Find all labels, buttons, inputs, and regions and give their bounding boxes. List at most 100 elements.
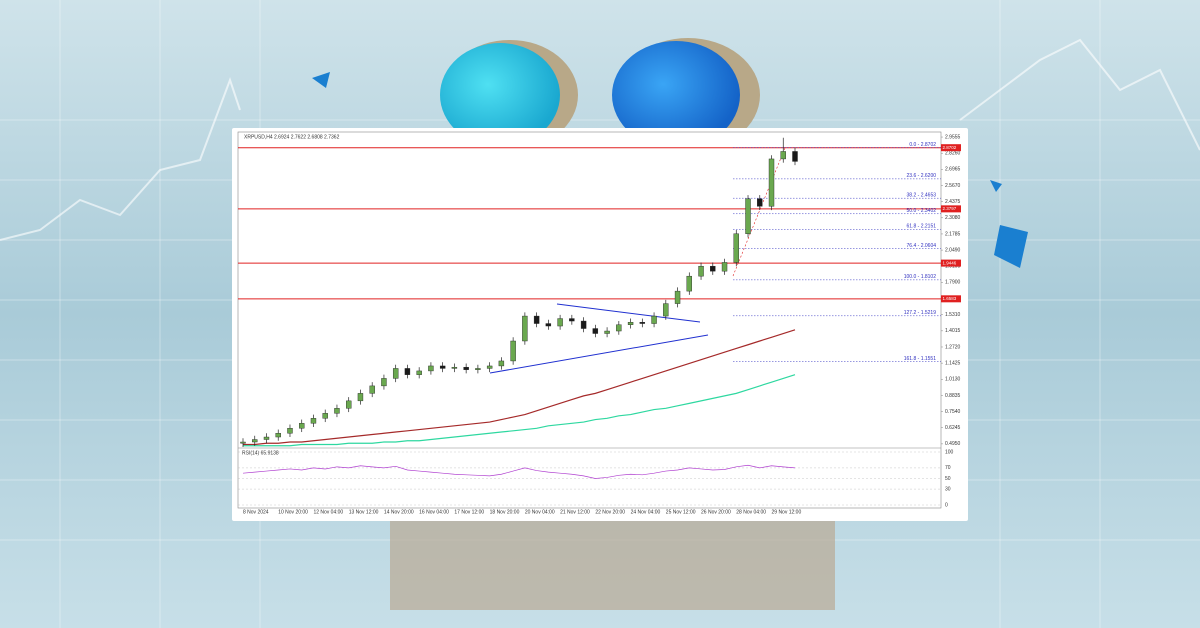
candle-body	[627, 322, 634, 325]
candle-body	[357, 393, 364, 402]
candle-body	[710, 265, 716, 272]
y-tick-label: 1.4015	[945, 328, 961, 334]
x-tick-label: 17 Nov 12:00	[454, 509, 484, 515]
y-tick-label: 2.4375	[945, 199, 961, 205]
candle-body	[310, 418, 317, 424]
candle-body	[475, 368, 481, 370]
candle-body	[522, 315, 528, 342]
candle-body	[322, 413, 328, 419]
y-tick-label: 0.8835	[945, 393, 961, 399]
candle-body	[451, 366, 458, 369]
y-tick-label: 1.5310	[945, 312, 961, 318]
candle-body	[486, 365, 493, 369]
candle-body	[616, 324, 622, 332]
rsi-line	[242, 464, 796, 479]
candle-body	[674, 290, 681, 304]
y-tick-label: 2.5670	[945, 183, 961, 189]
y-tick-label: 2.8260	[945, 151, 961, 157]
candle-body	[686, 275, 692, 292]
moving-average	[243, 374, 796, 447]
candle-body	[651, 315, 657, 324]
fib-label: 23.6 - 2.6200	[907, 173, 937, 179]
candle-body	[263, 436, 270, 440]
candle-body	[745, 198, 751, 234]
candle-body	[287, 428, 293, 434]
moving-average	[243, 329, 796, 446]
y-tick-label: 1.7900	[945, 280, 961, 286]
candle-body	[721, 262, 728, 272]
x-tick-label: 21 Nov 12:00	[560, 509, 590, 515]
y-tick-label: 2.3080	[945, 215, 961, 221]
fib-label: 0.0 - 2.8702	[909, 142, 936, 148]
plot: 2.9555 2.8260 2.6965 2.5670 2.4375 2.3080 2.17…	[238, 134, 961, 515]
candle-body	[439, 365, 446, 369]
candle-body	[299, 423, 305, 429]
y-tick-label: 2.9555	[945, 134, 961, 140]
candle-body	[381, 378, 387, 387]
x-tick-label: 20 Nov 04:00	[525, 509, 555, 515]
x-tick-label: 29 Nov 12:00	[772, 509, 802, 515]
candle-body	[463, 366, 469, 370]
rsi-tick-label: 0	[945, 502, 948, 508]
candle-body	[580, 320, 587, 329]
candle-body	[498, 360, 505, 367]
candle-body	[275, 433, 281, 438]
x-tick-label: 12 Nov 04:00	[313, 509, 343, 515]
candle-body	[792, 151, 798, 162]
fib-label: 50.0 - 2.3402	[907, 208, 937, 214]
level-tag	[941, 295, 961, 303]
y-tick-label: 0.7540	[945, 409, 961, 415]
x-tick-label: 26 Nov 20:00	[701, 509, 731, 515]
chart-card	[232, 128, 968, 521]
y-tick-label: 0.6245	[945, 425, 961, 431]
candle-body	[369, 385, 375, 394]
level-label: 2.8702	[943, 145, 957, 150]
trendline	[489, 303, 709, 374]
x-tick-label: 28 Nov 04:00	[736, 509, 766, 515]
candle-body	[780, 151, 786, 160]
candle-body	[592, 328, 599, 334]
candle-body	[663, 303, 669, 317]
candle-body	[346, 400, 352, 409]
y-tick-label: 1.2720	[945, 344, 961, 350]
candle-body	[240, 441, 246, 444]
level-label: 1.9446	[943, 260, 957, 265]
candle-body	[639, 322, 646, 324]
y-tick-label: 1.0130	[945, 377, 961, 383]
x-tick-label: 16 Nov 04:00	[419, 509, 449, 515]
candle-body	[768, 158, 775, 207]
chart-title: XRPUSD,H4 2.6924 2.7622 2.6808 2.7362	[244, 134, 340, 140]
candle-body	[569, 318, 575, 322]
fib-label: 38.2 - 2.4653	[907, 193, 937, 199]
candle-body	[416, 370, 422, 375]
y-tick-label: 2.6965	[945, 167, 961, 173]
fib-label: 161.8 - 1.1551	[904, 356, 936, 362]
coin	[440, 43, 560, 147]
x-tick-label: 14 Nov 20:00	[384, 509, 414, 515]
fib-label: 61.8 - 2.2151	[907, 224, 937, 230]
y-tick-label: 0.4950	[945, 441, 961, 447]
x-tick-label: 10 Nov 20:00	[278, 509, 308, 515]
y-tick-label: 2.1785	[945, 231, 961, 237]
x-tick-label: 24 Nov 04:00	[631, 509, 661, 515]
fib-anchor	[732, 147, 786, 277]
level-tag	[941, 259, 961, 267]
x-tick-label: 22 Nov 20:00	[595, 509, 625, 515]
candle-body	[545, 323, 552, 327]
candle-body	[428, 365, 434, 372]
rsi-tick-label: 70	[945, 465, 951, 471]
candle-body	[698, 265, 704, 277]
candle-body	[252, 439, 258, 443]
rsi-tick-label: 30	[945, 486, 951, 492]
candle-body	[604, 330, 610, 334]
background-line	[0, 38, 1200, 241]
candle-body	[392, 368, 399, 379]
level-tag	[941, 205, 961, 213]
x-tick-label: 8 Nov 2024	[243, 509, 269, 515]
candle-body	[510, 340, 516, 362]
x-tick-label: 18 Nov 20:00	[490, 509, 520, 515]
candle-body	[334, 408, 340, 414]
rsi-label: RSI(14) 65.9138	[242, 450, 279, 456]
